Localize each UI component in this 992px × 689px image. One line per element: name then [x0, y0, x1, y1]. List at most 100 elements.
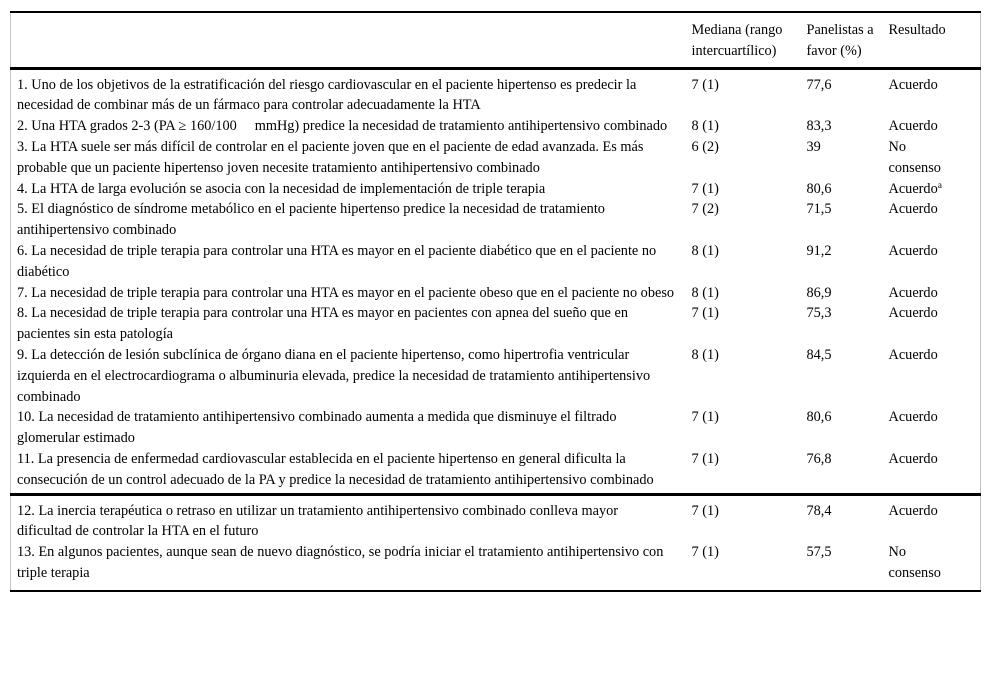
footnote-marker: a: [937, 180, 942, 191]
header-statement-blank: [10, 12, 687, 70]
result-value: Acuerdo: [888, 502, 938, 519]
consensus-table: Mediana (rango intercuartílico) Panelist…: [10, 11, 981, 592]
statement-cell: 11. La presencia de enfermedad cardiovas…: [11, 449, 687, 494]
panelists-cell: 84,5: [802, 345, 884, 407]
statement-text: 10. La necesidad de tratamiento antihipe…: [17, 409, 617, 447]
panelists-value: 76,8: [806, 450, 832, 467]
statement-text: 5. El diagnóstico de síndrome metabólico…: [17, 201, 605, 239]
median-value: 7 (1): [691, 502, 719, 519]
statement-cell: 10. La necesidad de tratamiento antihipe…: [11, 407, 687, 449]
median-cell: 7 (1): [687, 407, 802, 449]
statement-text: 13. En algunos pacientes, aunque sean de…: [17, 544, 664, 581]
panelists-cell: 86,9: [802, 283, 884, 304]
panelists-cell: 77,6: [802, 68, 884, 116]
panelists-cell: 75,3: [802, 303, 884, 345]
statement-cell: 6. La necesidad de triple terapia para c…: [11, 241, 687, 283]
table-row: 4. La HTA de larga evolución se asocia c…: [11, 179, 981, 200]
median-value: 8 (1): [691, 118, 719, 135]
table-row: 5. El diagnóstico de síndrome metabólico…: [11, 199, 981, 241]
table-row: 3. La HTA suele ser más difícil de contr…: [11, 137, 981, 179]
statement-text: 6. La necesidad de triple terapia para c…: [17, 242, 657, 280]
panelists-value: 78,4: [806, 502, 832, 519]
statement-text: 1. Uno de los objetivos de la estratific…: [17, 76, 637, 114]
table-row: 2. Una HTA grados 2-3 (PA ≥ 160/100 mmHg…: [11, 116, 981, 137]
panelists-cell: 57,5: [802, 542, 884, 591]
result-cell: Acuerdo: [884, 494, 981, 542]
statement-text: 12. La inercia terapéutica o retraso en …: [17, 502, 619, 540]
result-value: Acuerdo: [888, 201, 938, 218]
panelists-cell: 80,6: [802, 179, 884, 200]
result-cell: Acuerdo: [884, 449, 981, 494]
table-header: Mediana (rango intercuartílico) Panelist…: [10, 12, 981, 70]
statement-text: 2. Una HTA grados 2-3 (PA ≥ 160/100 mmHg…: [17, 118, 668, 135]
panelists-value: 91,2: [806, 242, 832, 259]
statement-text: 3. La HTA suele ser más difícil de contr…: [17, 138, 644, 176]
median-cell: 6 (2): [687, 137, 802, 179]
statement-cell: 12. La inercia terapéutica o retraso en …: [11, 494, 687, 542]
statement-text: 9. La detección de lesión subclínica de …: [17, 346, 651, 405]
median-cell: 7 (1): [687, 68, 802, 116]
statement-cell: 5. El diagnóstico de síndrome metabólico…: [11, 199, 687, 241]
median-value: 7 (1): [691, 76, 719, 93]
panelists-cell: 78,4: [802, 494, 884, 542]
median-value: 8 (1): [691, 284, 719, 301]
panelists-value: 83,3: [806, 118, 832, 135]
median-value: 7 (1): [691, 305, 719, 322]
statement-text: 4. La HTA de larga evolución se asocia c…: [17, 180, 546, 197]
statement-text: 7. La necesidad de triple terapia para c…: [17, 284, 675, 301]
result-cell: No consenso: [884, 137, 981, 179]
median-cell: 7 (1): [687, 449, 802, 494]
header-result: Resultado: [883, 12, 981, 70]
result-value: Acuerdo: [888, 180, 938, 197]
median-value: 8 (1): [691, 346, 719, 363]
table-row: 10. La necesidad de tratamiento antihipe…: [11, 407, 981, 449]
result-value: Acuerdo: [888, 450, 938, 467]
panelists-cell: 91,2: [802, 241, 884, 283]
result-value: Acuerdo: [888, 409, 938, 426]
median-value: 7 (1): [691, 409, 719, 426]
result-cell: Acuerdo: [884, 407, 981, 449]
result-value: Acuerdo: [888, 242, 938, 259]
table-section-round2: 12. La inercia terapéutica o retraso en …: [10, 494, 981, 591]
panelists-value: 84,5: [806, 346, 832, 363]
median-cell: 7 (1): [687, 179, 802, 200]
table-row: 12. La inercia terapéutica o retraso en …: [11, 494, 981, 542]
statement-cell: 2. Una HTA grados 2-3 (PA ≥ 160/100 mmHg…: [11, 116, 687, 137]
result-cell: Acuerdo: [884, 68, 981, 116]
panelists-cell: 80,6: [802, 407, 884, 449]
median-cell: 8 (1): [687, 116, 802, 137]
result-cell: Acuerdo: [884, 283, 981, 304]
table-row: 11. La presencia de enfermedad cardiovas…: [11, 449, 981, 494]
panelists-cell: 76,8: [802, 449, 884, 494]
median-value: 7 (2): [691, 201, 719, 218]
result-value: Acuerdo: [888, 118, 938, 135]
panelists-value: 71,5: [806, 201, 832, 218]
panelists-cell: 39: [802, 137, 884, 179]
result-cell: Acuerdo: [884, 303, 981, 345]
panelists-value: 86,9: [806, 284, 832, 301]
statement-cell: 4. La HTA de larga evolución se asocia c…: [11, 179, 687, 200]
header-row: Mediana (rango intercuartílico) Panelist…: [10, 12, 981, 70]
statement-cell: 3. La HTA suele ser más difícil de contr…: [11, 137, 687, 179]
median-cell: 7 (1): [687, 303, 802, 345]
statement-cell: 9. La detección de lesión subclínica de …: [11, 345, 687, 407]
table-row: 7. La necesidad de triple terapia para c…: [11, 283, 981, 304]
median-value: 7 (1): [691, 180, 719, 197]
median-cell: 7 (1): [687, 542, 802, 591]
median-cell: 7 (2): [687, 199, 802, 241]
median-value: 7 (1): [691, 544, 719, 561]
median-cell: 8 (1): [687, 345, 802, 407]
statement-text: 11. La presencia de enfermedad cardiovas…: [17, 450, 654, 488]
panelists-value: 75,3: [806, 305, 832, 322]
panelists-value: 57,5: [806, 544, 832, 561]
result-value: Acuerdo: [888, 76, 938, 93]
panelists-value: 80,6: [806, 180, 832, 197]
median-cell: 8 (1): [687, 241, 802, 283]
header-panelists: Panelistas a favor (%): [801, 12, 884, 70]
result-value: No consenso: [888, 138, 941, 176]
result-value: Acuerdo: [888, 305, 938, 322]
statement-text: 8. La necesidad de triple terapia para c…: [17, 305, 628, 343]
panelists-value: 80,6: [806, 409, 832, 426]
result-cell: Acuerdoa: [884, 179, 981, 200]
